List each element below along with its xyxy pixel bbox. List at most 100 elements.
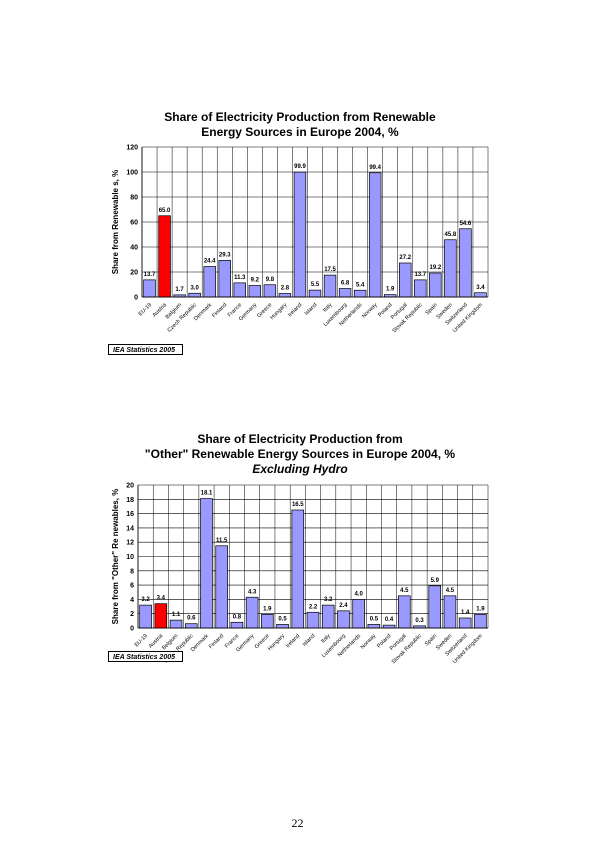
data-label: 24.4 <box>204 259 216 265</box>
data-label: 9.8 <box>266 277 275 283</box>
bar <box>353 289 367 298</box>
bar <box>263 284 277 298</box>
bar <box>139 604 152 629</box>
data-label: 1.1 <box>172 612 181 618</box>
category-label: Finland <box>208 633 225 650</box>
data-label: 99.9 <box>294 164 306 170</box>
y-axis-label: Share from Renewable s, % <box>111 170 120 274</box>
bar <box>218 260 231 298</box>
y-tick-label: 16 <box>126 511 134 518</box>
category-label: Hungary <box>267 633 286 652</box>
bar <box>188 292 201 298</box>
category-label: EU-19 <box>134 633 149 648</box>
data-label: 16.5 <box>292 502 304 508</box>
category-label: Hungary <box>269 302 288 321</box>
data-label: 0.5 <box>278 616 287 622</box>
bar <box>306 611 320 629</box>
data-label: 4.0 <box>354 591 363 597</box>
data-label: 65.0 <box>159 208 171 214</box>
data-label: 3.4 <box>157 596 166 602</box>
data-label: 45.8 <box>445 232 457 238</box>
chart-title-line1: Share of Electricity Production from Ren… <box>164 110 436 124</box>
data-label: 1.4 <box>461 610 470 616</box>
bar <box>323 274 337 298</box>
y-tick-label: 12 <box>126 540 134 547</box>
bar <box>352 599 365 629</box>
bar <box>230 621 244 629</box>
data-label: 2.4 <box>339 603 348 609</box>
bar <box>248 285 262 298</box>
data-label: 29.3 <box>219 252 231 258</box>
bar <box>276 624 289 629</box>
chart-title-line2: "Other" Renewable Energy Sources in Euro… <box>144 447 456 461</box>
chart-title: Share of Electricity Production from "Ot… <box>100 432 500 477</box>
category-label: EU-19 <box>138 302 153 317</box>
bar <box>154 603 168 629</box>
data-label: 0.8 <box>233 614 242 620</box>
chart-title-line2: Energy Sources in Europe 2004, % <box>201 125 399 139</box>
data-label: 5.5 <box>311 282 320 288</box>
data-label: 1.9 <box>263 606 272 612</box>
bar <box>158 215 171 298</box>
y-tick-label: 6 <box>130 583 134 590</box>
bar <box>367 624 381 629</box>
bar <box>459 228 472 298</box>
bar <box>321 604 335 629</box>
y-tick-label: 0 <box>130 626 134 633</box>
y-tick-label: 8 <box>130 568 134 575</box>
category-label: Finland <box>211 302 228 319</box>
y-tick-label: 0 <box>134 295 138 302</box>
data-label: 3.4 <box>476 285 485 291</box>
data-label: 11.5 <box>216 538 228 544</box>
y-tick-label: 80 <box>130 195 138 202</box>
chart-title: Share of Electricity Production from Ren… <box>100 110 500 140</box>
data-label: 4.5 <box>446 588 455 594</box>
bar <box>444 239 457 298</box>
bar <box>293 171 307 298</box>
bar <box>169 619 183 629</box>
y-tick-label: 20 <box>130 270 138 277</box>
bar <box>458 617 472 629</box>
bar <box>233 282 246 298</box>
data-label: 11.3 <box>234 275 246 281</box>
bar <box>215 545 228 629</box>
bar <box>184 623 198 629</box>
page-number: 22 <box>291 816 304 830</box>
chart-plot: 02040608010012013.7EU-1965.0Austria1.7Be… <box>111 145 489 334</box>
chart-subtitle: Excluding Hydro <box>252 462 348 476</box>
category-label: Island <box>304 302 319 317</box>
y-tick-label: 18 <box>126 497 134 504</box>
data-label: 5.9 <box>431 578 440 584</box>
data-label: 0.6 <box>187 616 196 622</box>
y-tick-label: 60 <box>130 220 138 227</box>
source-note: IEA Statistics 2005 <box>108 651 183 662</box>
y-tick-label: 10 <box>126 554 134 561</box>
category-label: Ireland <box>287 302 303 318</box>
data-label: 2.2 <box>309 604 318 610</box>
bar <box>337 610 350 629</box>
bar <box>428 585 442 629</box>
chart-other-renewables: Share of Electricity Production from "Ot… <box>0 430 595 700</box>
data-label: 4.5 <box>400 588 409 594</box>
data-label: 3.0 <box>190 285 199 291</box>
y-tick-label: 20 <box>126 483 134 490</box>
bar <box>203 266 216 298</box>
data-label: 6.8 <box>341 281 350 287</box>
source-note: IEA Statistics 2005 <box>108 344 183 355</box>
bar <box>278 293 292 298</box>
y-tick-label: 4 <box>130 597 134 604</box>
bar <box>143 279 156 298</box>
category-label: Norway <box>360 633 378 651</box>
bar <box>338 288 352 298</box>
data-label: 0.5 <box>370 616 379 622</box>
category-label: Island <box>302 633 317 648</box>
category-label: Italy <box>320 633 332 645</box>
bar <box>200 498 213 629</box>
bar <box>474 614 487 629</box>
data-label: 0.3 <box>415 618 424 624</box>
chart-plot: 024681012141618203.2EU-193.4Austria1.1Be… <box>111 483 489 665</box>
data-label: 4.3 <box>248 589 257 595</box>
data-label: 13.7 <box>144 272 156 278</box>
bar <box>398 595 411 629</box>
y-tick-label: 100 <box>126 170 138 177</box>
